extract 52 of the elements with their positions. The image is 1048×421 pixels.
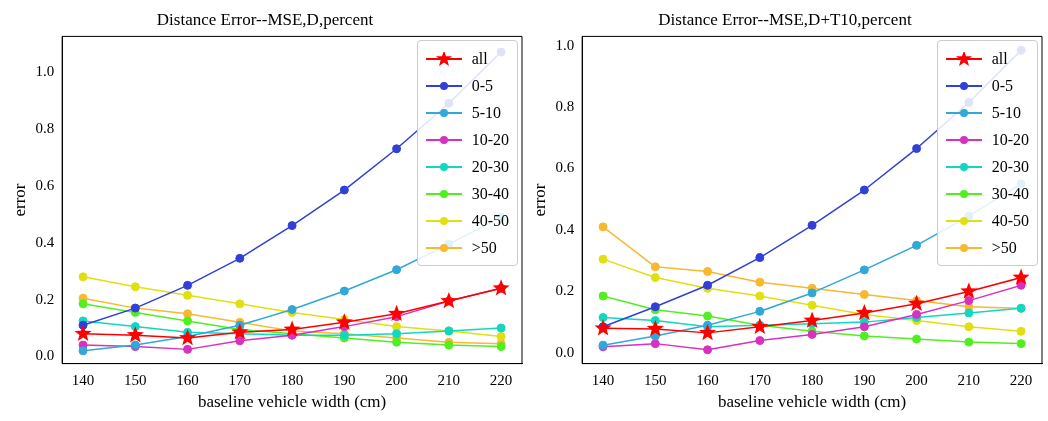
- x-tick-label: 210: [437, 371, 461, 388]
- legend-label: 30-40: [991, 184, 1029, 203]
- y-axis-title: error: [529, 183, 549, 217]
- x-axis-title: baseline vehicle width (cm): [717, 392, 907, 412]
- legend-label: 20-30: [471, 157, 509, 176]
- legend-label: 40-50: [991, 211, 1029, 230]
- x-tick-label: 210: [957, 371, 981, 388]
- x-axis-title: baseline vehicle width (cm): [197, 392, 387, 412]
- x-tick-label: 140: [71, 371, 95, 388]
- legend-label: all: [471, 49, 488, 68]
- legend-label: all: [991, 49, 1008, 68]
- x-tick-label: 170: [228, 371, 252, 388]
- y-tick-label: 0.2: [555, 282, 575, 299]
- legend-label: 0-5: [471, 76, 493, 95]
- legend-label: >50: [471, 238, 497, 257]
- x-tick-label: 200: [385, 371, 408, 388]
- y-axis-title: error: [9, 183, 29, 217]
- chart-title: Distance Error--MSE,D,percent: [156, 9, 374, 29]
- y-tick-label: 0.0: [555, 343, 575, 360]
- y-tick-label: 1.0: [35, 62, 55, 79]
- y-tick-label: 0.6: [555, 159, 575, 176]
- x-tick-label: 150: [644, 371, 667, 388]
- legend-label: 0-5: [991, 76, 1013, 95]
- x-tick-label: 150: [124, 371, 147, 388]
- x-tick-label: 190: [853, 371, 876, 388]
- x-tick-label: 190: [333, 371, 356, 388]
- y-tick-label: 0.4: [35, 233, 55, 250]
- legend-label: 10-20: [991, 130, 1029, 149]
- x-tick-label: 170: [748, 371, 772, 388]
- x-tick-label: 220: [489, 371, 513, 388]
- y-tick-label: 1.0: [555, 36, 575, 53]
- x-tick-label: 160: [176, 371, 199, 388]
- legend-label: 30-40: [471, 184, 509, 203]
- legend-label: 40-50: [471, 211, 509, 230]
- y-tick-label: 0.4: [555, 220, 575, 237]
- x-tick-label: 160: [696, 371, 719, 388]
- chart-title: Distance Error--MSE,D+T10,percent: [658, 9, 912, 29]
- legend-label: 5-10: [991, 103, 1021, 122]
- legend-label: >50: [991, 238, 1017, 257]
- legend-label: 10-20: [471, 130, 509, 149]
- x-tick-label: 140: [591, 371, 615, 388]
- y-tick-label: 0.6: [35, 176, 55, 193]
- x-tick-label: 200: [905, 371, 928, 388]
- legend-label: 5-10: [471, 103, 501, 122]
- y-tick-label: 0.0: [35, 347, 55, 364]
- x-tick-label: 180: [280, 371, 304, 388]
- y-tick-label: 0.8: [35, 119, 55, 136]
- y-tick-label: 0.2: [35, 290, 55, 307]
- y-tick-label: 0.8: [555, 98, 575, 114]
- legend-label: 20-30: [991, 157, 1029, 176]
- x-tick-label: 180: [800, 371, 824, 388]
- x-tick-label: 220: [1009, 371, 1033, 388]
